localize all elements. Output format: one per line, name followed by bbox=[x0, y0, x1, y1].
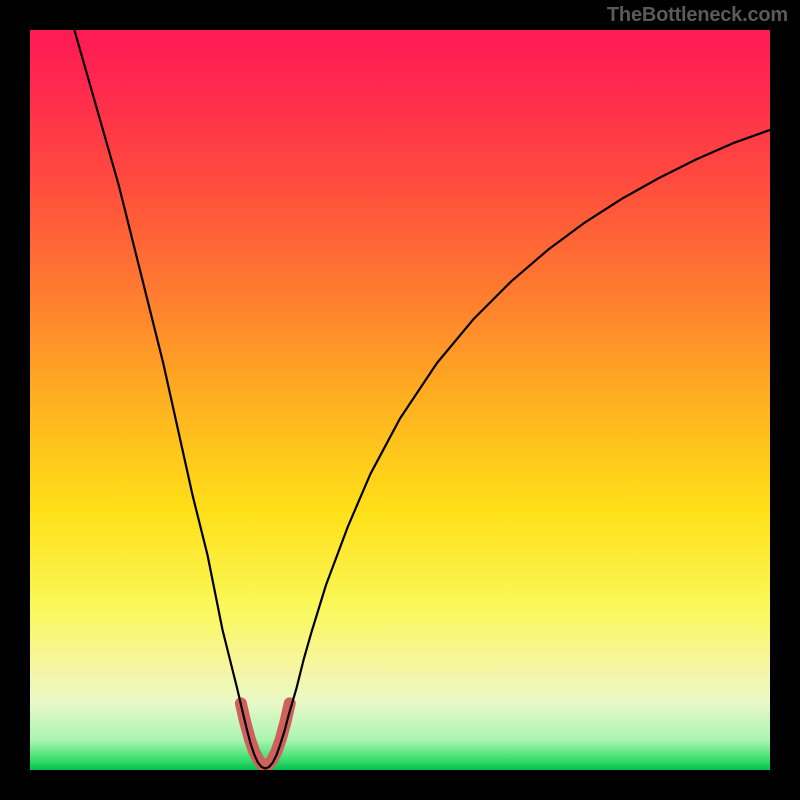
gradient-background bbox=[30, 30, 770, 770]
chart-frame: TheBottleneck.com bbox=[0, 0, 800, 800]
chart-svg bbox=[30, 30, 770, 770]
watermark-text: TheBottleneck.com bbox=[607, 4, 788, 27]
plot-area bbox=[30, 30, 770, 770]
